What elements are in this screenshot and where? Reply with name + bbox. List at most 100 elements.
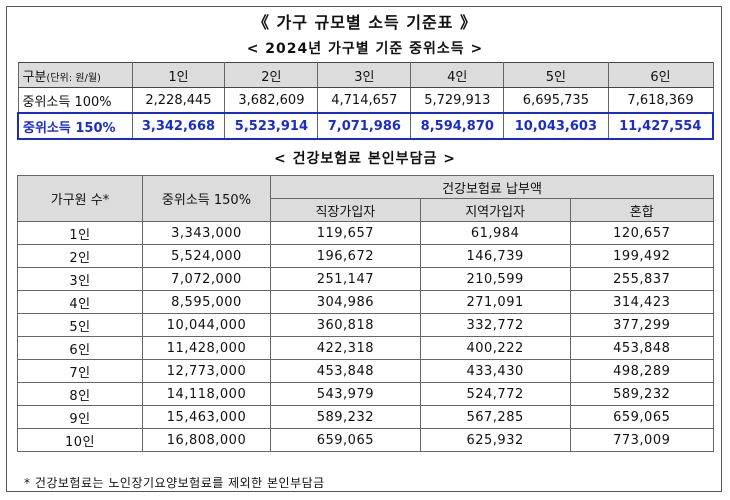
table-cell: 7인 [17,359,143,383]
page-title: 《 가구 규모별 소득 기준표 》 [0,9,730,33]
table-cell: 377,299 [569,313,714,337]
table-cell: 11,427,554 [607,112,714,140]
unit-label: (단위: 원/월) [46,72,101,84]
insurance-subheader-row: 직장가입자 지역가입자 혼합 [18,198,714,222]
table-row: 2인 5,524,000 196,672 146,739 199,492 [17,244,714,268]
table-cell: 589,232 [569,382,714,406]
insurance-subtitle: < 건강보험료 본인부담금 > [274,151,456,167]
table-cell: 10,044,000 [142,313,271,337]
table-cell: 422,318 [270,336,421,360]
table-cell: 543,979 [270,382,421,406]
table-cell: 8,595,000 [142,290,271,314]
table-cell: 524,772 [419,382,571,406]
table-cell: 659,065 [569,405,714,429]
table-cell: 453,848 [569,336,714,360]
table-cell: 3인 [17,267,143,291]
table-cell: 14,118,000 [142,382,271,406]
table-cell: 332,772 [419,313,571,337]
table-cell: 5인 [17,313,143,337]
household-size-header: 가구원 수* [17,175,143,222]
category-label: 구분 [22,69,47,85]
mixed-header: 혼합 [569,198,714,222]
table-cell: 196,672 [270,244,421,268]
employee-header: 직장가입자 [270,198,421,222]
table-cell: 3,343,000 [142,221,271,245]
table-cell: 360,818 [270,313,421,337]
table-cell: 271,091 [419,290,571,314]
footnote: * 건강보험료는 노인장기요양보험료를 제외한 본인부담금 [24,476,325,490]
table-cell: 10인 [17,428,143,452]
table-cell: 251,147 [270,267,421,291]
table-cell: 61,984 [419,221,571,245]
table-cell: 8인 [17,382,143,406]
table-cell: 400,222 [419,336,571,360]
table-cell: 5,523,914 [224,112,319,140]
table-cell: 6,695,735 [503,87,609,114]
table-cell: 567,285 [419,405,571,429]
category-header: 구분(단위: 원/월) [17,62,133,88]
table-cell: 659,065 [270,428,421,452]
table-cell: 3,342,668 [131,112,226,140]
col-header: 2인 [224,62,319,88]
premium-group-header: 건강보험료 납부액 [270,175,714,199]
table-cell: 12,773,000 [142,359,271,383]
table-cell: 255,837 [569,267,714,291]
table-cell: 773,009 [569,428,714,452]
table-cell: 15,463,000 [142,405,271,429]
table-cell: 146,739 [419,244,571,268]
col-header: 5인 [503,62,609,88]
table-cell: 11,428,000 [142,336,271,360]
table-cell: 498,289 [569,359,714,383]
table-cell: 2,228,445 [131,87,226,114]
table-cell: 16,808,000 [142,428,271,452]
table-cell: 119,657 [270,221,421,245]
row-label: 중위소득 150% [17,112,133,140]
table-cell: 4,714,657 [317,87,412,114]
table-cell: 5,729,913 [410,87,505,114]
table-row: 8인 14,118,000 543,979 524,772 589,232 [17,382,714,406]
median150-header: 중위소득 150% [142,175,271,222]
insurance-header-row: 가구원 수* 중위소득 150% 건강보험료 납부액 [17,175,714,222]
median-income-subtitle: < 2024년 가구별 기준 중위소득 > [246,41,484,57]
document-frame [6,6,722,492]
table-cell: 6인 [17,336,143,360]
table-row: 5인 10,044,000 360,818 332,772 377,299 [17,313,714,337]
table-row: 3인 7,072,000 251,147 210,599 255,837 [17,267,714,291]
table-cell: 8,594,870 [410,112,505,140]
insurance-table: 가구원 수* 중위소득 150% 건강보험료 납부액 직장가입자 지역가입자 혼… [17,175,714,452]
col-header: 3인 [317,62,412,88]
table-cell: 7,072,000 [142,267,271,291]
table-cell: 314,423 [569,290,714,314]
table-row: 10인 16,808,000 659,065 625,932 773,009 [17,428,714,452]
table-cell: 199,492 [569,244,714,268]
median-100-row: 중위소득 100% 2,228,445 3,682,609 4,714,657 … [17,87,714,114]
col-header: 6인 [607,62,714,88]
table-cell: 453,848 [270,359,421,383]
table-cell: 5,524,000 [142,244,271,268]
table-row: 7인 12,773,000 453,848 433,430 498,289 [17,359,714,383]
table-cell: 7,618,369 [607,87,714,114]
table-cell: 120,657 [569,221,714,245]
table-cell: 433,430 [419,359,571,383]
table-cell: 4인 [17,290,143,314]
table-cell: 9인 [17,405,143,429]
table-row: 9인 15,463,000 589,232 567,285 659,065 [17,405,714,429]
table-cell: 625,932 [419,428,571,452]
col-header: 4인 [410,62,505,88]
table-cell: 2인 [17,244,143,268]
table-row: 1인 3,343,000 119,657 61,984 120,657 [17,221,714,245]
table-cell: 10,043,603 [503,112,609,140]
table-cell: 304,986 [270,290,421,314]
table-cell: 1인 [17,221,143,245]
median-150-row: 중위소득 150% 3,342,668 5,523,914 7,071,986 … [17,112,714,140]
col-header: 1인 [131,62,226,88]
table-cell: 3,682,609 [224,87,319,114]
median-income-table: 구분(단위: 원/월) 1인 2인 3인 4인 5인 6인 중위소득 100% … [17,62,714,140]
regional-header: 지역가입자 [419,198,571,222]
row-label: 중위소득 100% [17,87,133,114]
table-cell: 7,071,986 [317,112,412,140]
median-header-row: 구분(단위: 원/월) 1인 2인 3인 4인 5인 6인 [17,62,714,88]
table-row: 6인 11,428,000 422,318 400,222 453,848 [17,336,714,360]
table-cell: 210,599 [419,267,571,291]
table-cell: 589,232 [270,405,421,429]
